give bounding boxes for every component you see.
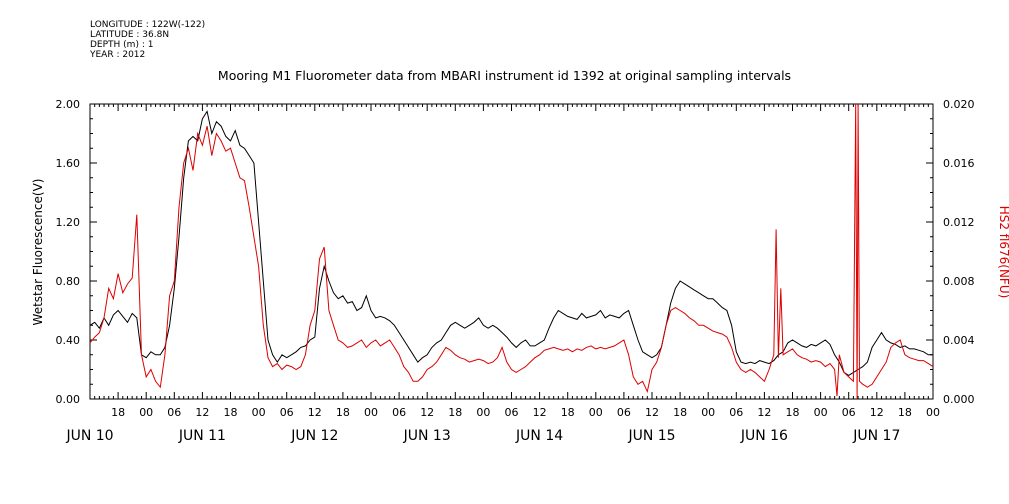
x-hour-tick-label: 06: [280, 406, 294, 419]
x-hour-tick-label: 18: [786, 406, 800, 419]
x-hour-tick-label: 00: [364, 406, 378, 419]
y-axis-label: Wetstar Fluorescence(V): [31, 179, 45, 326]
y-tick-label: 0.80: [56, 275, 81, 288]
x-hour-tick-label: 00: [814, 406, 828, 419]
x-day-label: JUN 12: [290, 428, 338, 444]
axis-ticks: [89, 103, 934, 400]
x-hour-tick-label: 00: [589, 406, 603, 419]
x-day-label: JUN 16: [740, 428, 788, 444]
axis-tick-labels: 18 00 06 12 18 00 06 12 18 00 06 12 18 00 06 12 18 00 06 12…: [56, 98, 975, 444]
x-hour-tick-label: 12: [870, 406, 884, 419]
x-hour-tick-label: 18: [561, 406, 575, 419]
x-hour-tick-label: 00: [701, 406, 715, 419]
y-tick-label: 1.20: [56, 216, 81, 229]
latitude-label: LATITUDE : 36.8N: [90, 30, 170, 40]
x-hour-tick-label: 00: [139, 406, 153, 419]
metadata-block: LONGITUDE : 122W(-122) LATITUDE : 36.8N …: [90, 20, 205, 60]
x-hour-tick-label: 12: [308, 406, 322, 419]
x-hour-tick-label: 06: [617, 406, 631, 419]
x-hour-tick-label: 06: [842, 406, 856, 419]
x-hour-tick-label: 18: [673, 406, 687, 419]
x-hour-tick-label: 06: [392, 406, 406, 419]
y2-tick-label: 0.012: [943, 216, 975, 229]
y2-tick-label: 0.004: [943, 334, 975, 347]
x-hour-tick-label: 00: [476, 406, 490, 419]
plot-frame: [89, 103, 934, 400]
x-hour-tick-label: 12: [420, 406, 434, 419]
x-day-label: JUN 14: [515, 428, 563, 444]
y-tick-label: 2.00: [56, 98, 81, 111]
x-hour-tick-label: 18: [224, 406, 238, 419]
x-hour-tick-label: 12: [195, 406, 209, 419]
x-day-label: JUN 10: [65, 428, 113, 444]
x-hour-tick-label: 00: [252, 406, 266, 419]
x-hour-tick-label: 18: [448, 406, 462, 419]
y2-tick-label: 0.020: [943, 98, 975, 111]
x-hour-tick-label: 18: [336, 406, 350, 419]
x-hour-tick-label: 12: [533, 406, 547, 419]
x-day-label: JUN 17: [852, 428, 900, 444]
x-hour-tick-label: 12: [645, 406, 659, 419]
hs2-series-line: [89, 103, 934, 400]
y-tick-label: 1.60: [56, 157, 81, 170]
x-day-label: JUN 15: [627, 428, 675, 444]
y-tick-label: 0.40: [56, 334, 81, 347]
x-hour-tick-label: 18: [898, 406, 912, 419]
y-tick-label: 0.00: [56, 393, 81, 406]
x-day-label: JUN 11: [178, 428, 226, 444]
x-hour-tick-label: 00: [926, 406, 940, 419]
series-group: [89, 103, 934, 400]
x-hour-tick-label: 06: [167, 406, 181, 419]
year-label: YEAR : 2012: [90, 50, 146, 60]
y2-tick-label: 0.008: [943, 275, 975, 288]
y2-axis-label: HS2 fl676(NFU): [997, 206, 1009, 299]
x-hour-tick-label: 06: [505, 406, 519, 419]
wetstar-series-line: [89, 110, 933, 376]
x-hour-tick-label: 06: [729, 406, 743, 419]
y2-tick-label: 0.016: [943, 157, 975, 170]
x-day-label: JUN 13: [403, 428, 451, 444]
chart-title: Mooring M1 Fluorometer data from MBARI i…: [217, 68, 792, 83]
y2-tick-label: 0.000: [943, 393, 975, 406]
x-hour-tick-label: 18: [111, 406, 125, 419]
longitude-label: LONGITUDE : 122W(-122): [90, 20, 206, 30]
x-hour-tick-label: 12: [757, 406, 771, 419]
depth-label: DEPTH (m) : 1: [90, 40, 154, 50]
